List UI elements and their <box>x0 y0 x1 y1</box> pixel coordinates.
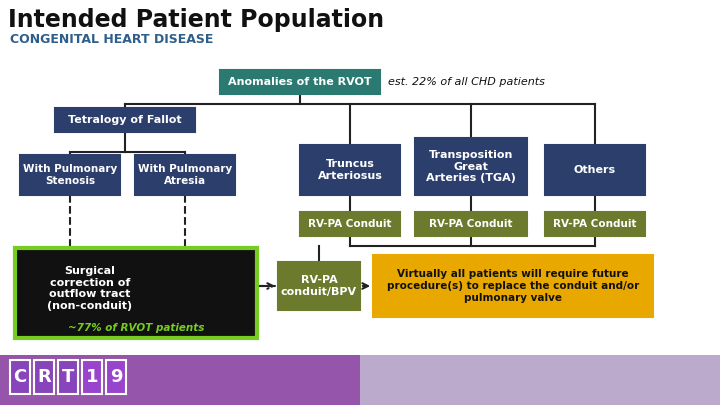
Text: Intended Patient Population: Intended Patient Population <box>8 8 384 32</box>
Bar <box>106 360 126 394</box>
Bar <box>278 262 360 310</box>
Bar <box>135 155 235 195</box>
Text: Transposition
Great
Arteries (TGA): Transposition Great Arteries (TGA) <box>426 150 516 183</box>
Bar <box>300 145 400 195</box>
Text: Surgical
correction of
outflow tract
(non-conduit): Surgical correction of outflow tract (no… <box>48 266 132 311</box>
Text: CONGENITAL HEART DISEASE: CONGENITAL HEART DISEASE <box>10 33 213 46</box>
Bar <box>34 360 54 394</box>
Bar <box>373 255 653 317</box>
Text: C: C <box>14 368 27 386</box>
Text: R: R <box>37 368 51 386</box>
Text: online.org: online.org <box>662 360 720 375</box>
Text: Medtronic Confidential | CRT Feb 2019: Medtronic Confidential | CRT Feb 2019 <box>287 371 433 381</box>
Bar <box>10 360 30 394</box>
Text: With Pulmonary
Stenosis: With Pulmonary Stenosis <box>23 164 117 186</box>
Bar <box>15 248 257 338</box>
Text: 9: 9 <box>109 368 122 386</box>
Bar <box>55 108 195 132</box>
Text: T: T <box>62 368 74 386</box>
Text: With Pulmonary
Atresia: With Pulmonary Atresia <box>138 164 232 186</box>
Bar <box>300 212 400 236</box>
Bar <box>0 355 720 405</box>
Text: Virtually all patients will require future
procedure(s) to replace the conduit a: Virtually all patients will require futu… <box>387 269 639 303</box>
Text: est. 22% of all CHD patients: est. 22% of all CHD patients <box>388 77 545 87</box>
Bar <box>360 355 720 405</box>
Text: Truncus
Arteriosus: Truncus Arteriosus <box>318 159 382 181</box>
Text: RV-PA Conduit: RV-PA Conduit <box>553 219 636 229</box>
Bar <box>220 70 380 94</box>
Text: Anomalies of the RVOT: Anomalies of the RVOT <box>228 77 372 87</box>
Text: Tetralogy of Fallot: Tetralogy of Fallot <box>68 115 182 125</box>
Bar <box>82 360 102 394</box>
Bar <box>545 145 645 195</box>
Text: ~77% of RVOT patients: ~77% of RVOT patients <box>68 323 204 333</box>
Bar <box>0 355 720 405</box>
Text: RV-PA Conduit: RV-PA Conduit <box>308 219 392 229</box>
Text: 1: 1 <box>86 368 98 386</box>
Text: RV-PA
conduit/BPV: RV-PA conduit/BPV <box>281 275 357 297</box>
Bar <box>58 360 78 394</box>
Bar <box>545 212 645 236</box>
Bar <box>415 212 527 236</box>
Text: CRT: CRT <box>635 360 667 375</box>
Text: Others: Others <box>574 165 616 175</box>
Bar <box>20 155 120 195</box>
Bar <box>415 138 527 195</box>
Text: RV-PA Conduit: RV-PA Conduit <box>429 219 513 229</box>
